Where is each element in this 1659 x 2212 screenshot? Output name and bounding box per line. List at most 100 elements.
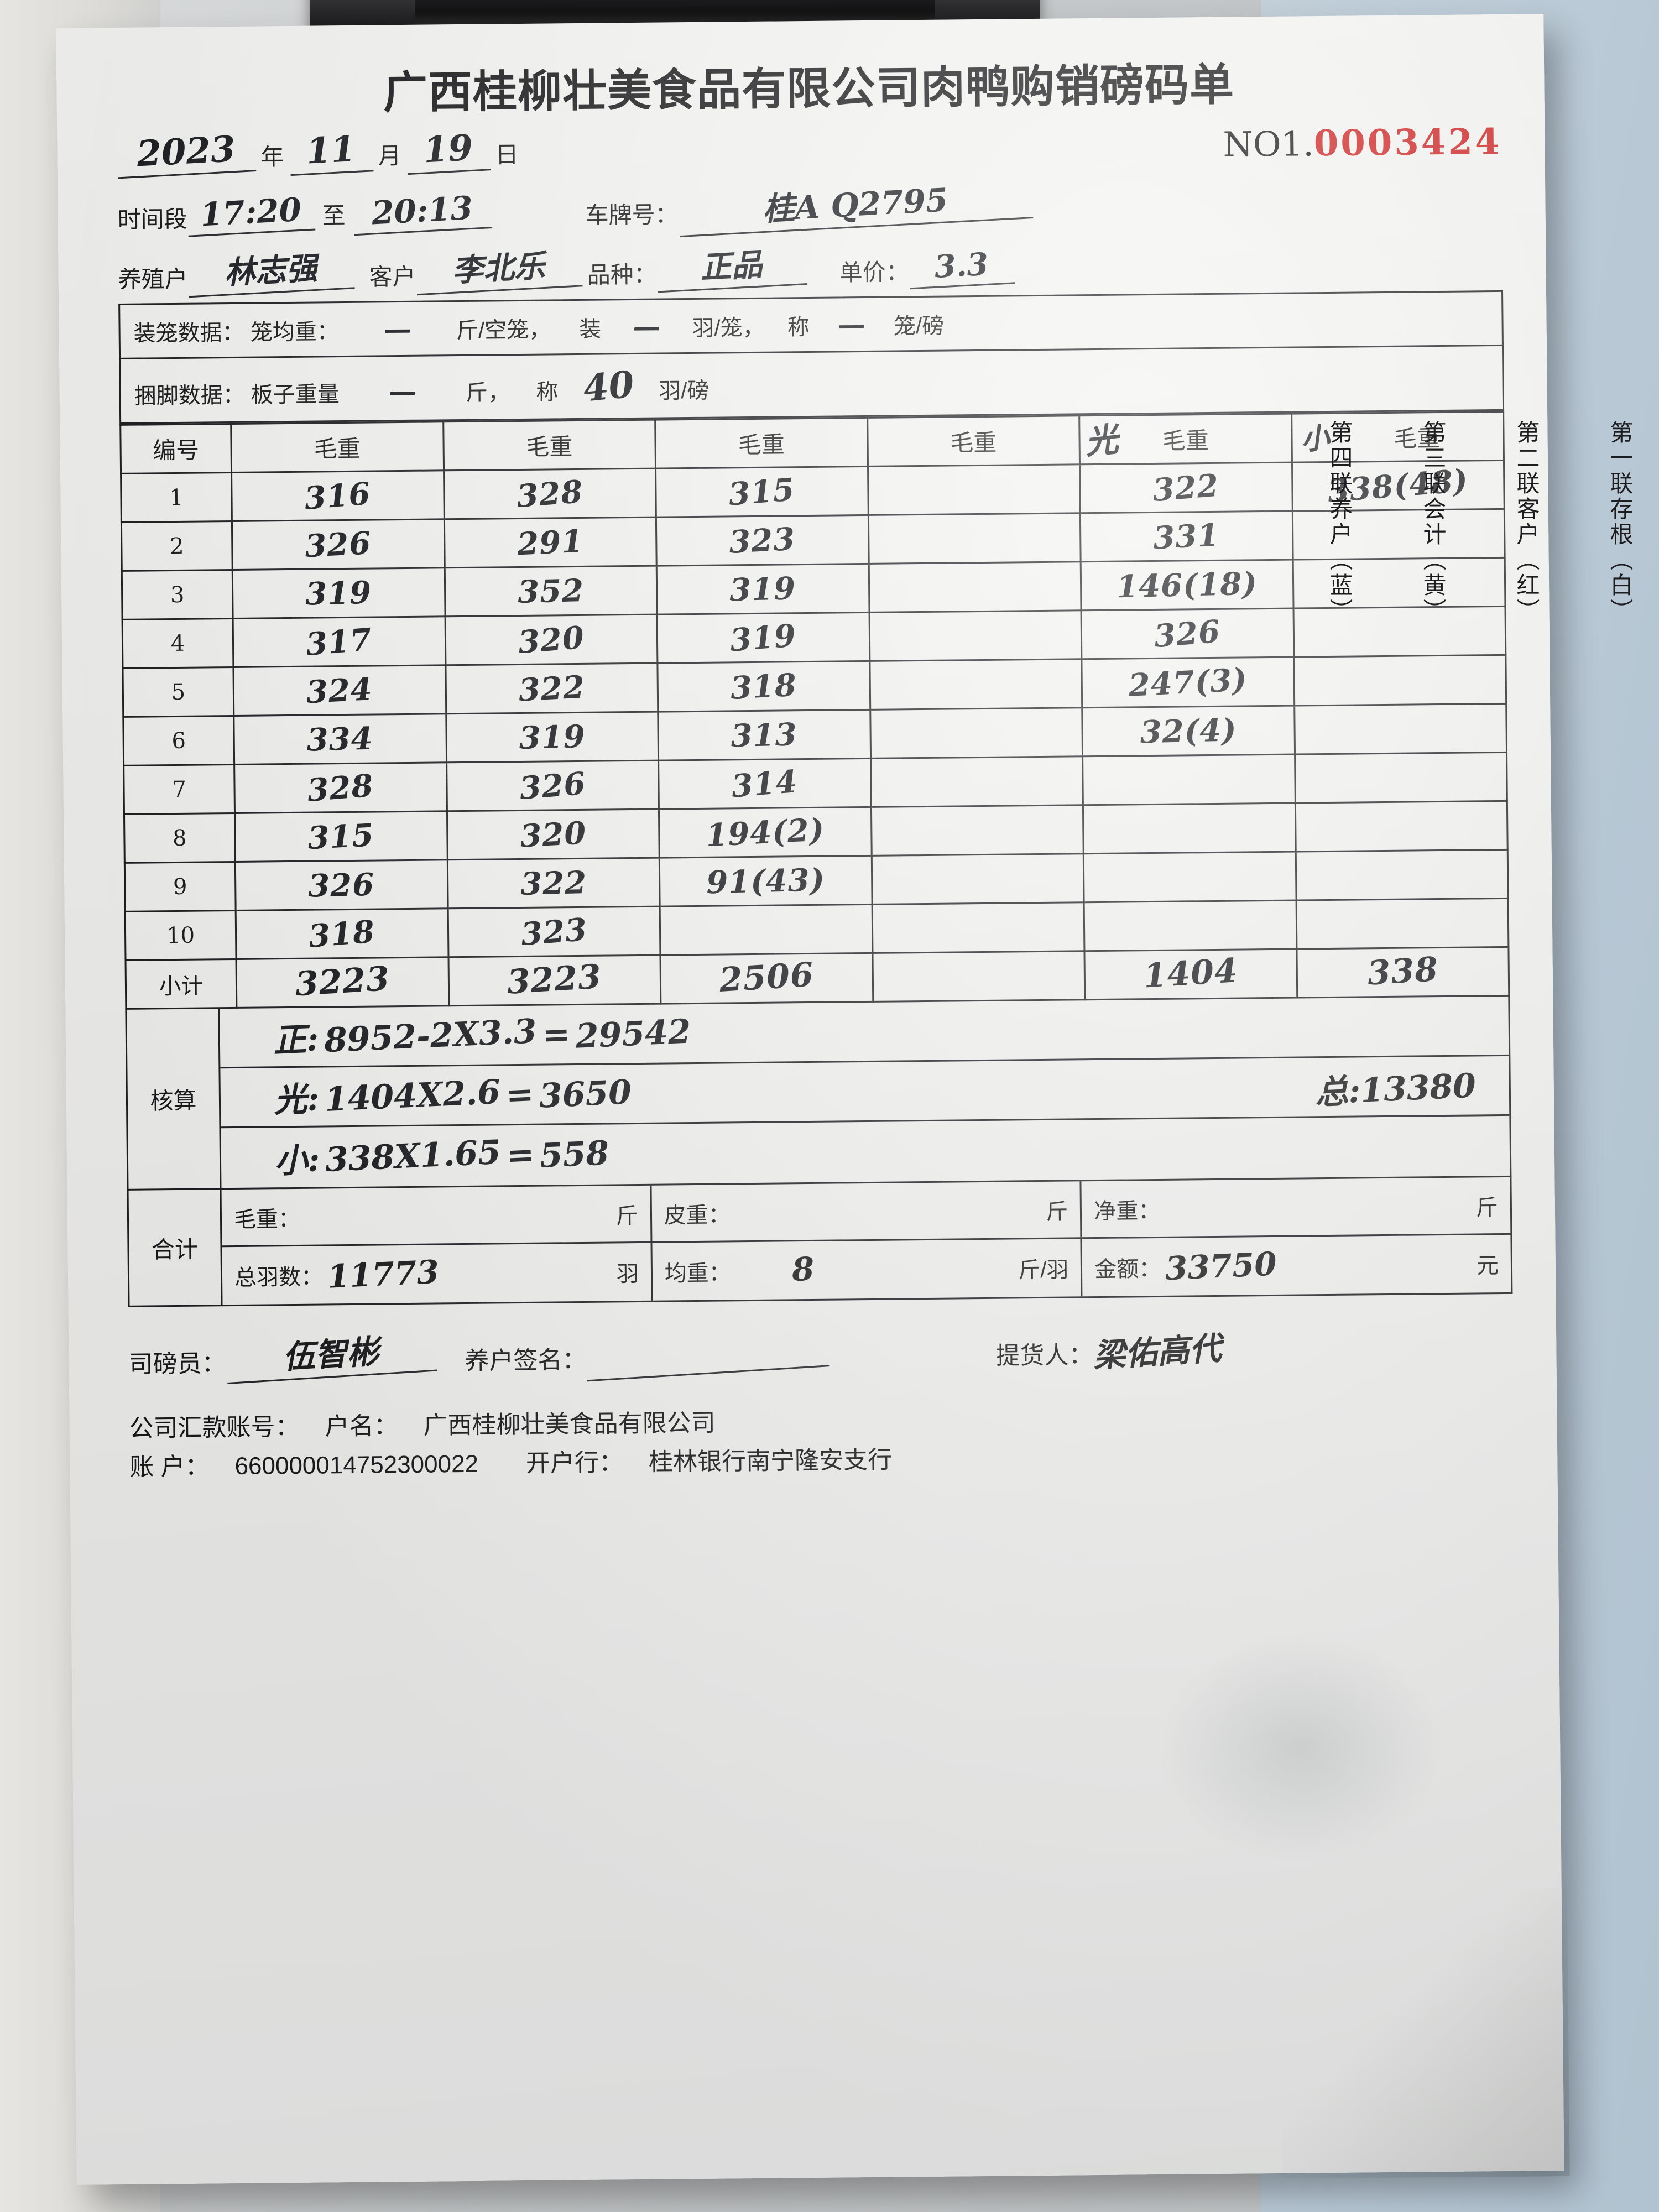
subtotal-cell-1[interactable]: 3223 — [236, 957, 449, 1008]
cell-gross-1[interactable]: 316 — [231, 470, 444, 521]
variety-value[interactable]: 正品 — [655, 237, 807, 293]
cell-gross-3[interactable]: 319 — [657, 612, 870, 664]
cell-gross-1[interactable]: 315 — [234, 811, 447, 862]
cell-gross-5[interactable]: 32(4) — [1082, 706, 1295, 757]
cell-gross-3[interactable] — [660, 904, 873, 956]
subtotal-cell-4[interactable] — [872, 951, 1085, 1002]
summary-total-birds-cell[interactable]: 总羽数： 11773 羽 — [222, 1243, 653, 1305]
cell-gross-4[interactable] — [868, 561, 1082, 613]
cell-gross-4[interactable] — [868, 513, 1081, 564]
cell-gross-5[interactable]: 322 — [1079, 462, 1292, 513]
cell-gross-4[interactable] — [869, 659, 1082, 710]
cell-gross-3[interactable]: 318 — [657, 661, 870, 712]
cell-gross-5[interactable] — [1083, 803, 1296, 854]
date-year-value[interactable]: 2023 — [116, 127, 257, 179]
cage-avg-value[interactable]: — — [383, 312, 412, 346]
cell-gross-2[interactable]: 322 — [445, 663, 658, 714]
cell-gross-4[interactable] — [872, 902, 1084, 953]
cell-gross-3[interactable]: 313 — [658, 709, 871, 761]
summary-amount-cell[interactable]: 金额： 33750 元 — [1082, 1235, 1511, 1296]
column-header-gross-4: 毛重 — [867, 415, 1080, 467]
farmer-signature[interactable] — [587, 1364, 830, 1382]
cell-gross-1[interactable]: 334 — [233, 713, 447, 765]
customer-value[interactable]: 李北乐 — [414, 239, 583, 296]
cell-gross-2[interactable]: 326 — [446, 760, 659, 811]
time-start-value[interactable]: 17:20 — [186, 190, 316, 237]
summary-net-cell[interactable]: 净重： 斤 — [1082, 1177, 1511, 1237]
calculation-box: 核算 正: 8952-2X3.3 = 29542 光: 1404X2.6 = 3650 总:13… — [125, 996, 1512, 1191]
cell-gross-4[interactable] — [870, 707, 1083, 759]
cell-gross-1[interactable]: 324 — [233, 665, 446, 716]
cell-gross-4[interactable] — [871, 853, 1084, 905]
cell-gross-6[interactable] — [1295, 801, 1508, 852]
cell-gross-5[interactable]: 247(3) — [1081, 657, 1295, 708]
subtotal-cell-6[interactable]: 338 — [1296, 947, 1509, 998]
cell-gross-2[interactable]: 320 — [446, 809, 660, 860]
cell-gross-6[interactable] — [1296, 898, 1509, 950]
cell-value: 326 — [307, 866, 375, 905]
receiver-signature[interactable]: 梁佑高代 — [1092, 1329, 1223, 1375]
column-header-gross-5: 光 毛重 — [1079, 414, 1292, 465]
date-day-value[interactable]: 19 — [405, 126, 491, 175]
cell-gross-3[interactable]: 194(2) — [659, 807, 872, 858]
cell-gross-5[interactable] — [1082, 754, 1295, 805]
cell-gross-2[interactable]: 322 — [447, 858, 660, 909]
subtotal-cell-2[interactable]: 3223 — [448, 955, 661, 1006]
cell-gross-3[interactable]: 314 — [658, 758, 871, 810]
summary-tare-cell[interactable]: 皮重： 斤 — [651, 1181, 1082, 1241]
tie-weigh-unit: 羽/磅 — [659, 378, 709, 404]
subtotal-cell-5[interactable]: 1404 — [1084, 949, 1297, 1000]
cell-gross-3[interactable]: 319 — [656, 564, 869, 615]
row-number: 9 — [124, 862, 236, 912]
cell-gross-6[interactable] — [1295, 849, 1509, 901]
cell-gross-2[interactable]: 319 — [446, 712, 659, 763]
cell-gross-4[interactable] — [870, 756, 1083, 807]
plate-value[interactable]: 桂A Q2795 — [677, 169, 1034, 238]
time-end-value[interactable]: 20:13 — [352, 188, 493, 236]
summary-gross-cell[interactable]: 毛重： 斤 — [221, 1185, 653, 1246]
row-number: 2 — [121, 521, 233, 571]
column-header-gross-5-text: 毛重 — [1162, 427, 1209, 454]
unit-price-value[interactable]: 3.3 — [907, 244, 1015, 290]
calculation-line[interactable]: 小: 338X1.65 = 558 — [221, 1116, 1510, 1188]
bank-value: 桂林银行南宁隆安支行 — [648, 1447, 893, 1477]
cell-gross-1[interactable]: 328 — [234, 762, 447, 813]
date-month-value[interactable]: 11 — [288, 127, 374, 176]
row-number: 1 — [121, 472, 232, 523]
farmer-value[interactable]: 林志强 — [186, 241, 355, 298]
cell-gross-5[interactable] — [1083, 852, 1296, 902]
summary-avg-weight-cell[interactable]: 均重： 8 斤/羽 — [652, 1239, 1083, 1301]
cell-gross-2[interactable]: 291 — [444, 517, 657, 568]
cell-gross-5[interactable]: 326 — [1081, 608, 1294, 659]
cell-gross-1[interactable]: 317 — [233, 616, 446, 667]
cage-load-value[interactable]: — — [633, 310, 661, 343]
cell-gross-5[interactable]: 146(18) — [1081, 560, 1293, 611]
cell-gross-2[interactable]: 320 — [445, 614, 658, 665]
cell-gross-5[interactable]: 331 — [1080, 511, 1293, 562]
tie-weigh-value[interactable]: 40 — [581, 362, 636, 410]
cell-gross-2[interactable]: 328 — [444, 468, 656, 519]
cell-gross-4[interactable] — [868, 464, 1081, 515]
cage-weigh-value[interactable]: — — [837, 307, 866, 341]
cell-gross-1[interactable]: 326 — [232, 519, 445, 570]
calculation-result: 558 — [539, 1134, 611, 1176]
cell-gross-3[interactable]: 315 — [655, 466, 868, 518]
cell-gross-6[interactable] — [1294, 703, 1507, 755]
cell-gross-5[interactable] — [1084, 900, 1297, 951]
cell-gross-1[interactable]: 318 — [236, 908, 448, 959]
cell-gross-4[interactable] — [869, 610, 1082, 661]
cage-weigh-unit: 笼/磅 — [893, 314, 945, 339]
subtotal-cell-3[interactable]: 2506 — [660, 953, 873, 1004]
cell-gross-3[interactable]: 323 — [656, 515, 869, 566]
cell-gross-1[interactable]: 319 — [232, 567, 445, 619]
cell-gross-2[interactable]: 323 — [447, 906, 660, 957]
cell-gross-3[interactable]: 91(43) — [659, 855, 872, 907]
cell-gross-4[interactable] — [870, 805, 1084, 856]
cell-value: 318 — [307, 912, 377, 955]
cell-gross-1[interactable]: 326 — [235, 859, 448, 911]
cell-gross-6[interactable] — [1295, 752, 1507, 804]
weigher-signature[interactable]: 伍智彬 — [224, 1322, 437, 1385]
tie-board-value[interactable]: — — [388, 374, 417, 408]
cell-gross-2[interactable]: 352 — [444, 566, 658, 617]
cell-gross-6[interactable] — [1293, 655, 1506, 706]
